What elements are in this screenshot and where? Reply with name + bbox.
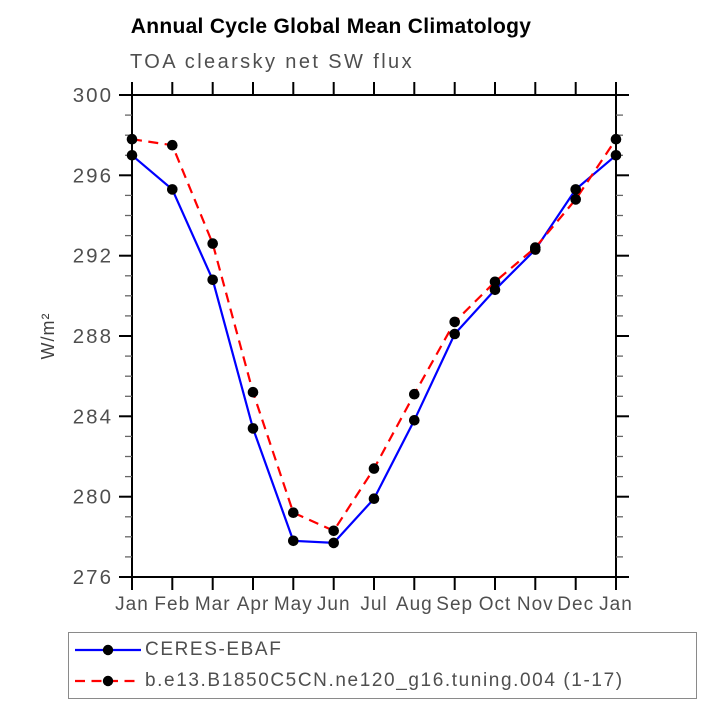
data-point: [489, 284, 501, 296]
x-tick-label: Oct: [479, 594, 512, 615]
data-point: [570, 184, 581, 195]
data-point: [409, 388, 420, 400]
data-point: [449, 316, 461, 328]
x-tick-label: Jun: [317, 594, 351, 615]
chart-title: Annual Cycle Global Mean Climatology: [130, 15, 532, 38]
data-point: [328, 525, 340, 537]
data-point: [207, 238, 218, 249]
x-tick-label: Sep: [436, 594, 473, 615]
data-point: [449, 328, 461, 340]
data-point: [167, 139, 178, 151]
data-point: [570, 194, 581, 205]
x-tick-label: Jul: [360, 594, 387, 615]
x-tick-label: Feb: [154, 594, 190, 615]
data-point: [489, 276, 501, 288]
data-point: [530, 242, 541, 253]
legend-label-ceres: CERES-EBAF: [145, 639, 283, 660]
x-tick-label: Apr: [237, 594, 270, 615]
series-markers-1: [126, 133, 622, 537]
y-tick-label: 276: [73, 566, 113, 589]
y-axis-tick-labels: 276 280 284 288 292 296 300: [73, 84, 113, 589]
legend-sample-solid-line: [75, 644, 141, 656]
y-axis-label: W/m²: [38, 313, 58, 360]
legend-row-ceres: CERES-EBAF: [69, 635, 696, 666]
legend-label-model: b.e13.B1850C5CN.ne120_g16.tuning.004 (1-…: [145, 670, 624, 691]
data-point: [328, 537, 340, 549]
data-point: [247, 386, 259, 398]
y-tick-label: 292: [73, 245, 113, 268]
legend-marker-dot: [102, 675, 114, 687]
legend-sample-dashed-line: [75, 675, 141, 687]
data-point: [368, 463, 380, 474]
y-tick-label: 288: [73, 325, 113, 348]
data-point: [610, 150, 622, 161]
data-point: [126, 133, 138, 145]
data-point: [247, 423, 259, 434]
x-tick-label: Nov: [517, 594, 554, 615]
y-axis-ticks: [119, 94, 629, 578]
data-point: [207, 274, 218, 286]
x-tick-label: Dec: [557, 594, 594, 615]
y-tick-label: 296: [73, 164, 113, 187]
legend-marker-dot: [102, 644, 114, 656]
data-point: [409, 415, 420, 426]
x-tick-label: Aug: [396, 594, 433, 615]
data-point: [610, 133, 622, 145]
data-point: [368, 493, 380, 505]
x-tick-label: May: [274, 594, 313, 615]
data-point: [288, 507, 299, 518]
series-line-0: [131, 154, 617, 545]
x-axis-tick-labels: Jan Feb Mar Apr May Jun Jul Aug Sep Oct Nov Dec Jan: [115, 594, 633, 615]
x-tick-label: Jan: [115, 594, 149, 615]
chart-subtitle: TOA clearsky net SW flux: [130, 51, 414, 73]
x-tick-label: Mar: [195, 594, 231, 615]
axis-frame: [131, 94, 617, 578]
y-tick-label: 280: [73, 486, 113, 509]
data-point: [288, 535, 299, 547]
series-markers-0: [126, 150, 622, 549]
data-point: [126, 150, 138, 161]
legend-row-model: b.e13.B1850C5CN.ne120_g16.tuning.004 (1-…: [69, 666, 696, 697]
x-axis-ticks: [131, 82, 617, 590]
y-tick-label: 284: [73, 405, 113, 428]
legend-box: CERES-EBAF b.e13.B1850C5CN.ne120_g16.tun…: [68, 632, 697, 699]
y-tick-label: 300: [73, 84, 113, 107]
data-point: [167, 184, 178, 195]
x-tick-label: Jan: [599, 594, 633, 615]
